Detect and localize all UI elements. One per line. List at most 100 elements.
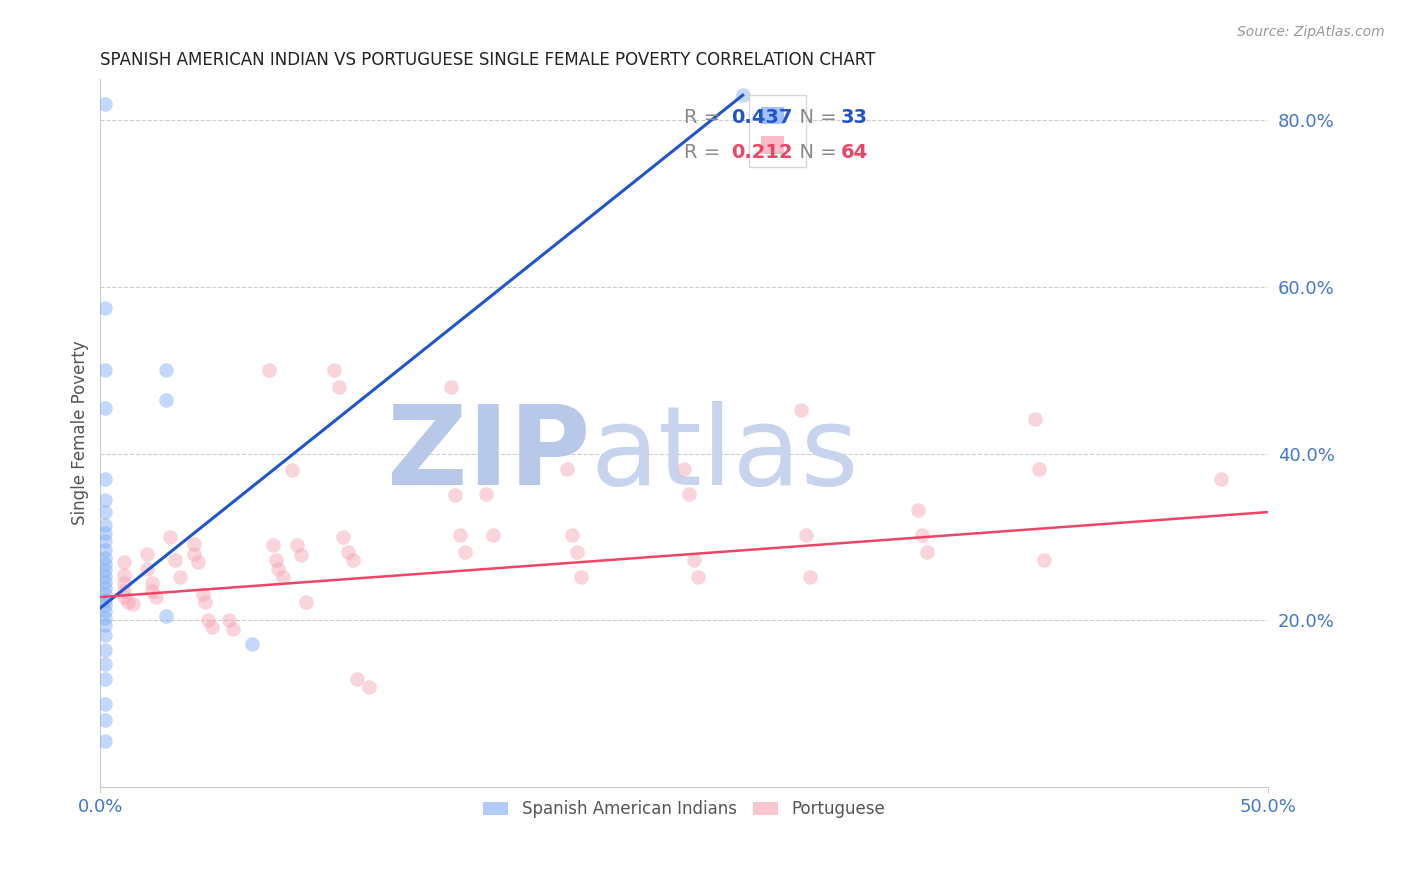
Point bbox=[1028, 461, 1050, 475]
Point bbox=[678, 487, 700, 501]
Point bbox=[682, 553, 704, 567]
Point bbox=[449, 528, 471, 542]
Point bbox=[262, 538, 284, 552]
Point bbox=[169, 570, 191, 584]
Text: R =: R = bbox=[685, 108, 727, 127]
Point bbox=[187, 555, 209, 569]
Point bbox=[159, 530, 181, 544]
Text: SPANISH AMERICAN INDIAN VS PORTUGUESE SINGLE FEMALE POVERTY CORRELATION CHART: SPANISH AMERICAN INDIAN VS PORTUGUESE SI… bbox=[100, 51, 876, 69]
Point bbox=[94, 563, 117, 577]
Point bbox=[907, 503, 929, 517]
Point bbox=[197, 614, 219, 628]
Point bbox=[94, 96, 117, 111]
Point bbox=[183, 547, 205, 561]
Point bbox=[440, 380, 463, 394]
Text: 64: 64 bbox=[841, 144, 868, 162]
Point bbox=[1024, 411, 1046, 425]
Point bbox=[145, 590, 167, 604]
Text: R =: R = bbox=[685, 144, 727, 162]
Point bbox=[94, 628, 117, 642]
Point bbox=[257, 363, 280, 377]
Text: 0.437: 0.437 bbox=[731, 108, 793, 127]
Point bbox=[688, 570, 710, 584]
Point bbox=[112, 576, 135, 591]
Point bbox=[112, 584, 135, 599]
Point bbox=[94, 734, 117, 748]
Point bbox=[94, 492, 117, 507]
Point bbox=[201, 620, 224, 634]
Point bbox=[94, 525, 117, 540]
Point bbox=[191, 587, 214, 601]
Text: N =: N = bbox=[787, 108, 844, 127]
Point bbox=[94, 587, 117, 601]
Point bbox=[94, 714, 117, 728]
Point bbox=[474, 487, 496, 501]
Point bbox=[240, 637, 263, 651]
Point bbox=[346, 672, 368, 686]
Point bbox=[94, 575, 117, 590]
Point bbox=[222, 622, 245, 636]
Point bbox=[565, 545, 588, 559]
Point bbox=[94, 505, 117, 519]
Point bbox=[454, 545, 477, 559]
Point bbox=[342, 553, 364, 567]
Point bbox=[481, 528, 503, 542]
Text: atlas: atlas bbox=[591, 401, 859, 508]
Point bbox=[165, 553, 187, 567]
Point bbox=[271, 570, 294, 584]
Point bbox=[94, 472, 117, 486]
Point bbox=[94, 534, 117, 549]
Point bbox=[281, 463, 304, 477]
Point bbox=[1211, 472, 1233, 486]
Point bbox=[794, 528, 817, 542]
Point bbox=[336, 545, 359, 559]
Point bbox=[94, 542, 117, 557]
Point bbox=[94, 697, 117, 711]
Text: Source: ZipAtlas.com: Source: ZipAtlas.com bbox=[1237, 25, 1385, 39]
Point bbox=[94, 517, 117, 532]
Point bbox=[155, 392, 177, 407]
Point bbox=[295, 595, 318, 609]
Point bbox=[322, 363, 344, 377]
Legend: Spanish American Indians, Portuguese: Spanish American Indians, Portuguese bbox=[477, 794, 891, 825]
Point bbox=[194, 595, 217, 609]
Point bbox=[155, 609, 177, 624]
Point bbox=[94, 611, 117, 625]
Point bbox=[141, 584, 163, 599]
Point bbox=[557, 461, 579, 475]
Point bbox=[94, 363, 117, 377]
Point bbox=[94, 617, 117, 632]
Point bbox=[285, 538, 308, 552]
Point bbox=[444, 488, 467, 502]
Point bbox=[328, 380, 350, 394]
Point bbox=[112, 590, 135, 604]
Point bbox=[332, 530, 354, 544]
Text: ZIP: ZIP bbox=[388, 401, 591, 508]
Point bbox=[94, 642, 117, 657]
Point bbox=[264, 553, 287, 567]
Point bbox=[94, 599, 117, 613]
Point bbox=[267, 562, 290, 576]
Point bbox=[1032, 553, 1054, 567]
Point bbox=[571, 570, 593, 584]
Point bbox=[94, 581, 117, 595]
Point bbox=[112, 555, 135, 569]
Point bbox=[94, 604, 117, 618]
Point bbox=[94, 301, 117, 315]
Point bbox=[183, 537, 205, 551]
Point bbox=[911, 528, 934, 542]
Point bbox=[112, 567, 135, 582]
Text: 0.212: 0.212 bbox=[731, 144, 793, 162]
Point bbox=[94, 592, 117, 607]
Point bbox=[117, 595, 139, 609]
Point bbox=[136, 562, 159, 576]
Point bbox=[155, 363, 177, 377]
Point bbox=[94, 557, 117, 571]
Point bbox=[731, 88, 754, 103]
Text: 33: 33 bbox=[841, 108, 868, 127]
Point bbox=[218, 614, 240, 628]
Point bbox=[141, 576, 163, 591]
Point bbox=[94, 550, 117, 565]
Text: N =: N = bbox=[787, 144, 844, 162]
Point bbox=[94, 569, 117, 583]
